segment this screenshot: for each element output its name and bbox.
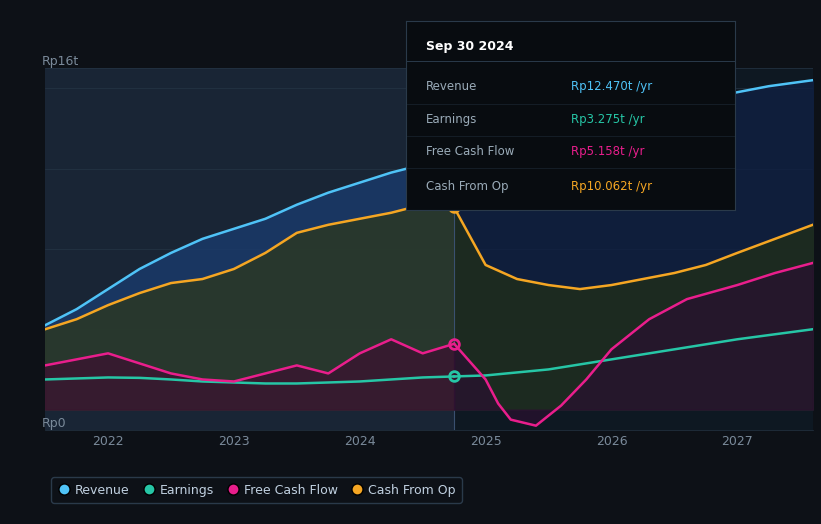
Text: Rp16t: Rp16t (41, 55, 79, 68)
Text: Past: Past (424, 48, 450, 61)
Text: Rp10.062t /yr: Rp10.062t /yr (571, 180, 652, 193)
Text: Rp12.470t /yr: Rp12.470t /yr (571, 81, 652, 93)
Text: Rp5.158t /yr: Rp5.158t /yr (571, 145, 644, 158)
Legend: Revenue, Earnings, Free Cash Flow, Cash From Op: Revenue, Earnings, Free Cash Flow, Cash … (52, 477, 461, 503)
Bar (45, 68, 454, 430)
Text: Rp0: Rp0 (41, 417, 66, 430)
Text: Revenue: Revenue (426, 81, 478, 93)
Text: Cash From Op: Cash From Op (426, 180, 508, 193)
Text: Rp3.275t /yr: Rp3.275t /yr (571, 113, 644, 126)
Bar (454, 68, 813, 430)
Text: Earnings: Earnings (426, 113, 478, 126)
Text: Free Cash Flow: Free Cash Flow (426, 145, 515, 158)
Text: Analysts Forecasts: Analysts Forecasts (458, 48, 575, 61)
Text: Sep 30 2024: Sep 30 2024 (426, 40, 514, 53)
